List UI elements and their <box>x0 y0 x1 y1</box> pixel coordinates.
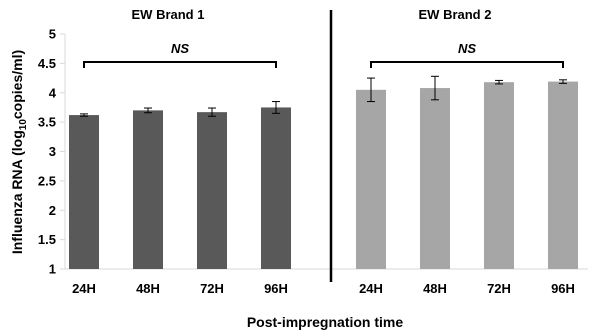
significance-bracket <box>83 61 277 68</box>
y-tick-label: 4.5 <box>38 56 56 71</box>
x-axis-title: Post-impregnation time <box>247 314 404 330</box>
bars <box>69 81 578 270</box>
error-bar <box>559 79 567 84</box>
y-tick-label: 2 <box>49 203 56 218</box>
group-titles: EW Brand 1 EW Brand 2 <box>132 7 492 22</box>
x-tick-label: 24H <box>72 281 96 296</box>
bar <box>548 81 578 270</box>
y-axis-title: Influenza RNA (log10copies/ml) <box>9 50 29 254</box>
y-axis-title-tail: copies/ml) <box>9 50 25 119</box>
bar <box>261 107 291 269</box>
group-title: EW Brand 2 <box>419 7 492 22</box>
y-axis-ticks: 1 1.5 2 2.5 3 3.5 4 4.5 5 <box>38 27 65 277</box>
significance-label: NS <box>171 41 189 56</box>
y-tick-label: 1.5 <box>38 232 56 247</box>
significance-bracket <box>370 61 564 68</box>
bar <box>69 115 99 269</box>
y-tick-label: 4 <box>49 85 57 100</box>
significance-label: NS <box>458 41 476 56</box>
error-bar <box>272 101 280 114</box>
error-bars <box>80 75 567 117</box>
error-bar <box>495 79 503 85</box>
x-tick-label: 24H <box>359 281 383 296</box>
x-tick-label: 72H <box>200 281 224 296</box>
y-axis-title-main: Influenza RNA (log <box>9 130 25 254</box>
x-tick-label: 48H <box>136 281 160 296</box>
y-tick-label: 1 <box>49 262 56 277</box>
y-tick-label: 5 <box>49 27 56 42</box>
x-axis-ticks: 24H 48H 72H 96H 24H 48H 72H 96H <box>72 281 575 296</box>
bar <box>356 89 386 269</box>
bar <box>197 112 227 269</box>
significance-brackets: NS NS <box>83 41 564 68</box>
x-tick-label: 96H <box>264 281 288 296</box>
error-bar <box>80 113 88 117</box>
bar <box>484 82 514 269</box>
y-tick-label: 3 <box>49 144 56 159</box>
error-bar <box>144 107 152 114</box>
bar <box>420 88 450 269</box>
y-tick-label: 3.5 <box>38 115 56 130</box>
group-title: EW Brand 1 <box>132 7 205 22</box>
bar <box>133 110 163 269</box>
error-bar <box>208 107 216 117</box>
error-bar <box>367 77 375 103</box>
x-tick-label: 72H <box>487 281 511 296</box>
x-tick-label: 48H <box>423 281 447 296</box>
y-tick-label: 2.5 <box>38 173 56 188</box>
x-tick-label: 96H <box>551 281 575 296</box>
y-axis-title-subscript: 10 <box>18 119 29 131</box>
error-bar <box>431 75 439 101</box>
